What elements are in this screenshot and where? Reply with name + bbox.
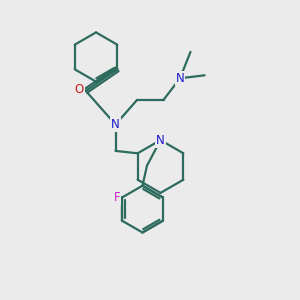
Text: N: N bbox=[176, 72, 184, 85]
Text: F: F bbox=[113, 191, 120, 204]
Text: N: N bbox=[111, 118, 120, 131]
Text: N: N bbox=[156, 134, 165, 147]
Text: O: O bbox=[75, 83, 84, 96]
